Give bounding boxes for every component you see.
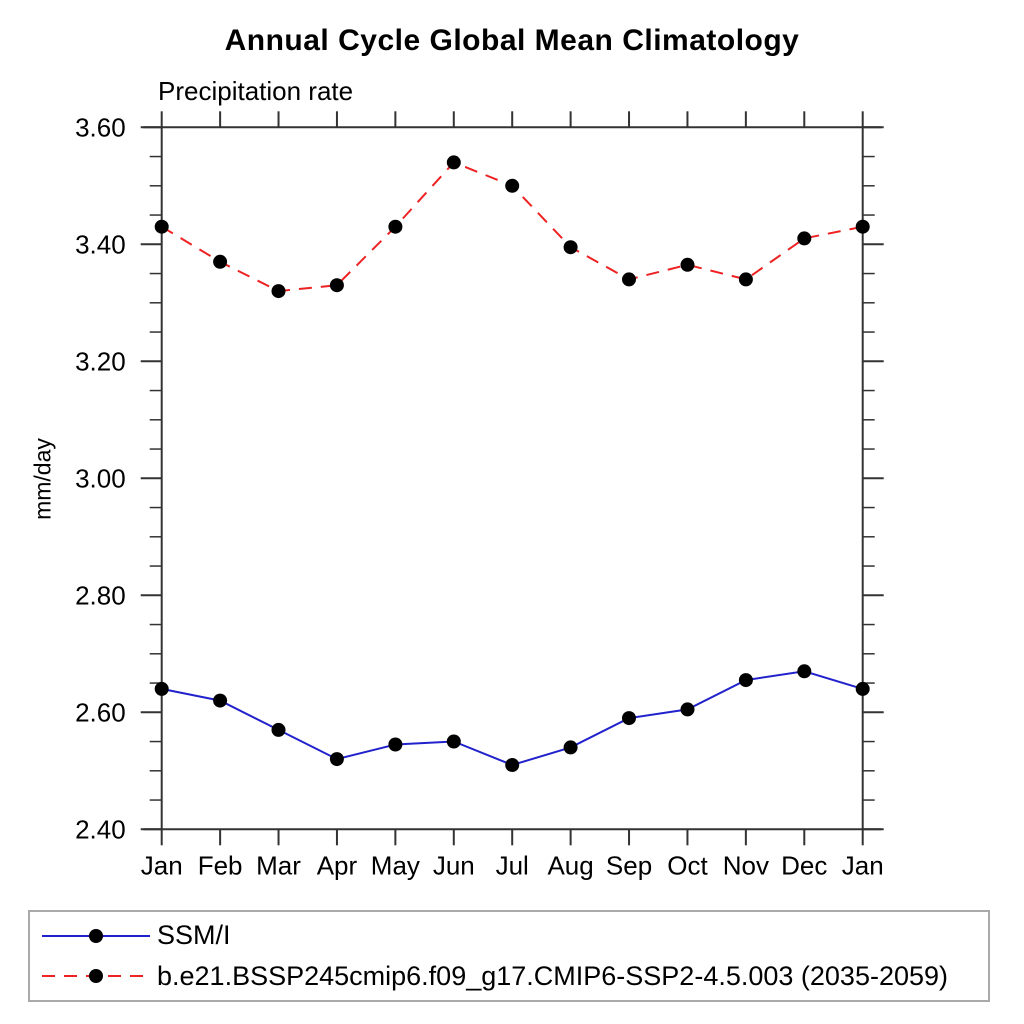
chart-subtitle: Precipitation rate xyxy=(158,76,354,106)
data-point-marker xyxy=(213,254,228,269)
x-tick-label: Jan xyxy=(842,850,884,880)
data-point-marker xyxy=(797,231,812,246)
legend: SSM/I b.e21.BSSP245cmip6.f09_g17.CMIP6-S… xyxy=(28,910,990,1002)
x-tick-label: Dec xyxy=(781,850,827,880)
data-point-marker xyxy=(271,284,286,299)
data-point-marker xyxy=(446,734,461,749)
y-tick-label: 3.20 xyxy=(75,346,126,376)
data-point-marker xyxy=(271,722,286,737)
legend-item-ssmi: SSM/I xyxy=(40,919,988,953)
data-point-marker xyxy=(563,240,578,255)
data-point-marker xyxy=(797,664,812,679)
data-point-marker xyxy=(388,219,403,234)
data-point-marker xyxy=(855,681,870,696)
data-point-marker xyxy=(154,681,169,696)
chart-title: Annual Cycle Global Mean Climatology xyxy=(224,24,800,57)
data-point-marker xyxy=(622,272,636,287)
y-tick-label: 2.40 xyxy=(75,814,126,844)
data-point-marker xyxy=(213,693,228,708)
data-point-marker xyxy=(329,278,344,293)
x-tick-label: Feb xyxy=(198,850,243,880)
legend-line-sample-solid xyxy=(42,928,150,943)
legend-marker-icon xyxy=(89,928,103,943)
legend-marker-icon xyxy=(89,969,103,984)
x-tick-label: Oct xyxy=(667,850,708,880)
y-tick-label: 3.00 xyxy=(75,463,126,493)
x-tick-label: Apr xyxy=(317,850,358,880)
legend-item-model: b.e21.BSSP245cmip6.f09_g17.CMIP6-SSP2-4.… xyxy=(40,959,988,993)
legend-label-model: b.e21.BSSP245cmip6.f09_g17.CMIP6-SSP2-4.… xyxy=(157,960,949,991)
data-point-marker xyxy=(563,740,578,755)
plot-area: Jan Feb Mar Apr May Jun Jul Aug Sep Oct Nov Dec Jan 2… xyxy=(75,111,884,880)
data-point-marker xyxy=(622,711,636,726)
x-tick-label: Nov xyxy=(723,850,769,880)
y-tick-label: 3.60 xyxy=(75,112,126,142)
x-tick-label: Sep xyxy=(606,850,652,880)
x-tick-label: Jun xyxy=(433,850,475,880)
x-tick-label: Mar xyxy=(256,850,301,880)
y-tick-label: 2.60 xyxy=(75,697,126,727)
data-point-marker xyxy=(329,752,344,767)
series-line-0 xyxy=(161,670,863,767)
data-point-marker xyxy=(738,272,753,287)
x-tick-label: Aug xyxy=(547,850,593,880)
legend-label-ssmi: SSM/I xyxy=(157,920,231,951)
data-point-marker xyxy=(738,673,753,688)
x-tick-label: May xyxy=(371,850,420,880)
data-point-marker xyxy=(388,737,403,752)
data-point-marker xyxy=(680,702,695,717)
data-point-marker xyxy=(680,257,695,272)
data-point-marker xyxy=(154,219,169,234)
x-tick-label: Jul xyxy=(496,850,529,880)
data-point-marker xyxy=(505,758,520,772)
data-point-marker xyxy=(505,178,520,193)
data-point-marker xyxy=(446,155,461,170)
y-tick-label: 3.40 xyxy=(75,229,126,259)
data-point-marker xyxy=(855,219,870,234)
y-tick-label: 2.80 xyxy=(75,580,126,610)
legend-line-sample-dashed xyxy=(42,969,150,984)
x-tick-label: Jan xyxy=(141,850,183,880)
